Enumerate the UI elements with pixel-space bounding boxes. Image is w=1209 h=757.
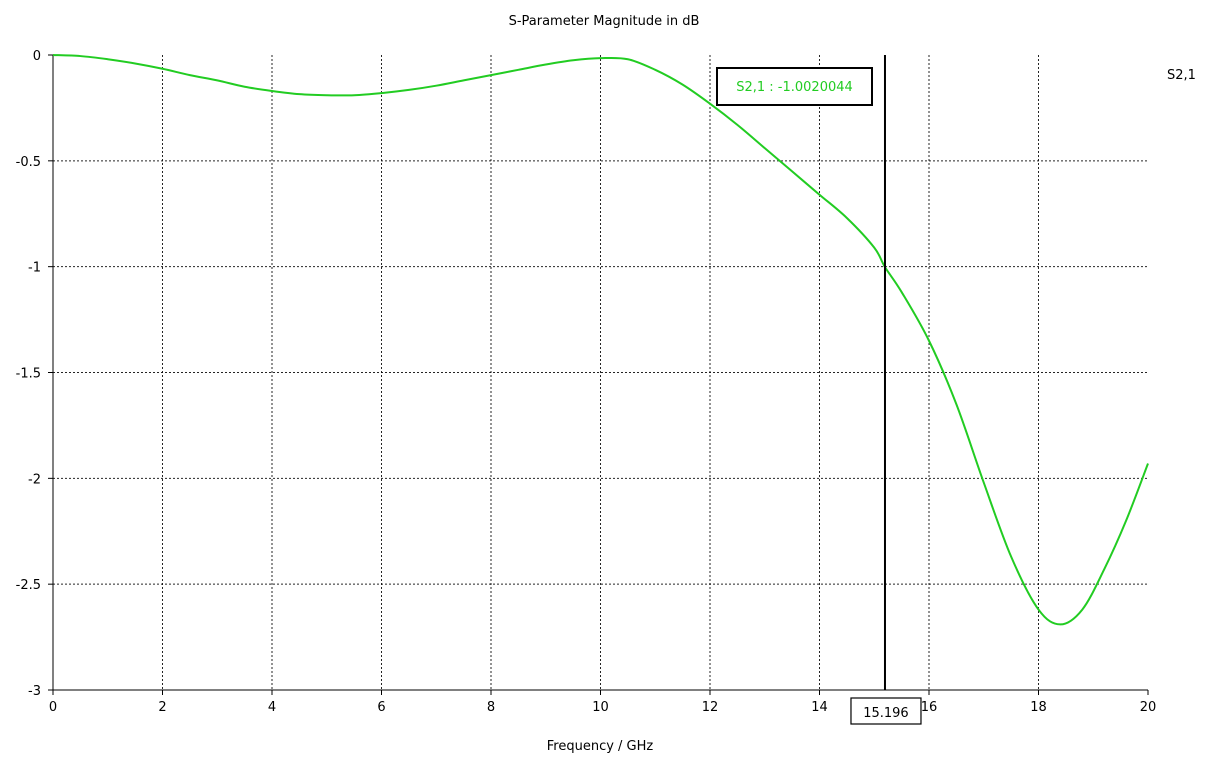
x-tick-label: 0 [49,700,57,715]
x-tick-label: 18 [1030,700,1047,715]
x-tick-label: 10 [592,700,609,715]
y-tick-label: -2 [28,472,41,487]
x-tick-label: 20 [1140,700,1157,715]
y-tick-label: -3 [28,684,41,699]
legend-entry-s21: S2,1 [1167,68,1196,83]
marker-x-label: 15.196 [863,706,909,721]
x-tick-label: 12 [702,700,719,715]
y-tick-label: 0 [33,49,41,64]
x-tick-label: 14 [811,700,828,715]
x-tick-label: 2 [158,700,166,715]
marker-value-box [716,67,873,106]
x-tick-label: 8 [487,700,495,715]
series-layer [52,54,1149,626]
y-tick-label: -1 [28,261,41,276]
x-axis-label: Frequency / GHz [547,739,654,754]
x-tick-label: 4 [268,700,276,715]
series-line-s21 [52,54,1149,626]
axes-layer: 0 2 4 6 8 10 12 14 16 18 20 0 -0.5 -1 -1.5 -2 -2.5 -3 [16,49,1157,715]
marker-x-box [850,697,922,725]
y-tick-label: -2.5 [16,578,41,593]
grid-layer [53,55,1148,690]
marker-layer[interactable]: 15.196 S2,1 : -1.0020044 [716,55,922,725]
chart-title: S-Parameter Magnitude in dB [509,14,700,29]
x-tick-label: 6 [377,700,385,715]
y-tick-label: -1.5 [16,367,41,382]
x-tick-label: 16 [921,700,938,715]
marker-value-label: S2,1 : -1.0020044 [736,80,853,95]
y-tick-label: -0.5 [16,155,41,170]
